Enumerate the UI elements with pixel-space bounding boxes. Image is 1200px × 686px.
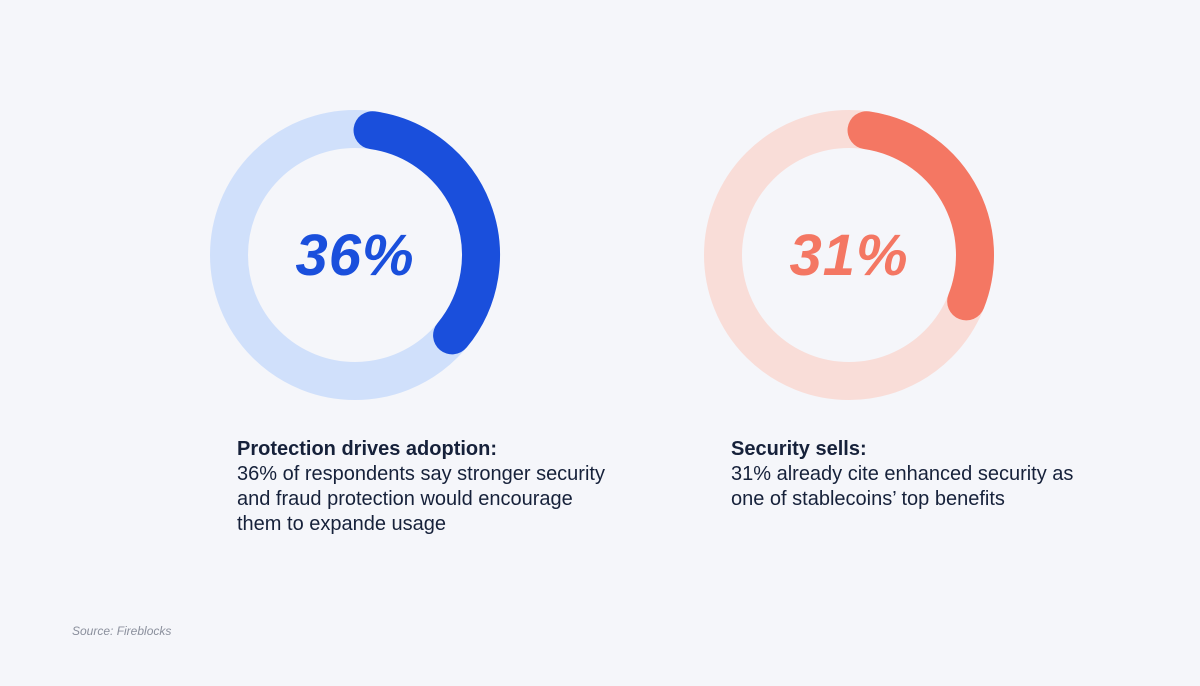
donut-chart-security: 31% <box>694 100 1004 410</box>
donut-svg-protection <box>210 110 500 400</box>
chart-panel-security: 31% Security sells: 31% already cite enh… <box>694 0 1154 600</box>
chart-panel-protection: 36% Protection drives adoption: 36% of r… <box>200 0 660 600</box>
caption-title-security: Security sells: <box>731 438 867 460</box>
donut-value-protection: 36% <box>295 222 415 288</box>
caption-title-protection: Protection drives adoption: <box>237 438 498 460</box>
caption-body-protection: 36% of respondents say stronger security… <box>237 463 605 535</box>
source-note: Source: Fireblocks <box>72 624 172 638</box>
caption-body-security: 31% already cite enhanced security as on… <box>731 463 1074 510</box>
donut-svg-security <box>704 110 994 400</box>
donut-arc-security <box>847 111 994 321</box>
donut-chart-protection: 36% <box>200 100 510 410</box>
caption-security: Security sells: 31% already cite enhance… <box>731 437 1111 512</box>
donut-value-security: 31% <box>789 222 909 288</box>
caption-protection: Protection drives adoption: 36% of respo… <box>237 437 617 537</box>
donut-arc-protection <box>353 111 500 355</box>
